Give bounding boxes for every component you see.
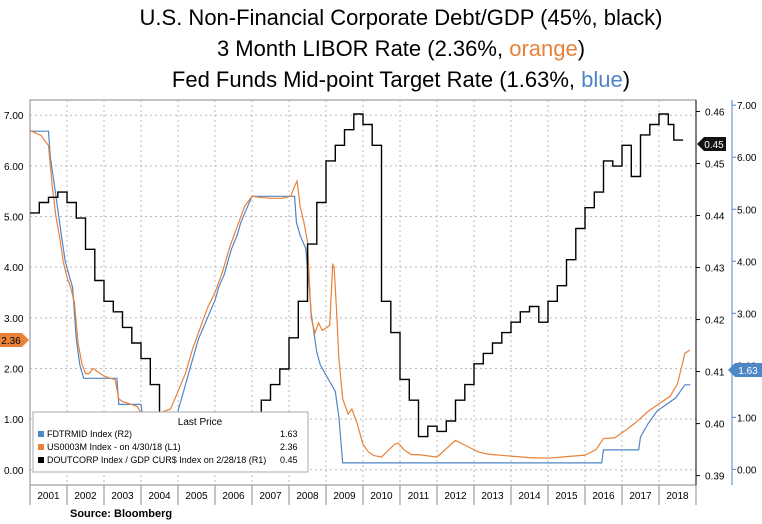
title-line-2-prefix: 3 Month LIBOR Rate (2.36%,	[216, 36, 510, 61]
right-axis-2: 0.001.002.003.004.005.006.007.00	[731, 100, 757, 485]
left-tick-label: 0.00	[4, 466, 24, 477]
legend-label-black: DOUTCORP Index / GDP CUR$ Index on 2/28/…	[47, 455, 266, 465]
x-tick-label: 2006	[222, 491, 245, 502]
left-tick-label: 7.00	[4, 111, 24, 122]
title-line-3-prefix: Fed Funds Mid-point Target Rate (1.63%,	[171, 67, 582, 92]
series-line-orange	[29, 129, 691, 459]
badge-left-orange: 2.36	[0, 333, 29, 347]
title-line-3: Fed Funds Mid-point Target Rate (1.63%, …	[0, 64, 762, 95]
right-1-tick-label: 0.42	[705, 316, 725, 327]
x-tick-label: 2012	[444, 491, 467, 502]
chart-title: U.S. Non-Financial Corporate Debt/GDP (4…	[0, 2, 762, 95]
left-tick-label: 5.00	[4, 213, 24, 224]
badge-right-black: 0.45	[697, 137, 726, 151]
source-note: Source: Bloomberg	[70, 508, 173, 520]
title-line-3-suffix: )	[622, 67, 631, 92]
title-line-2-suffix: )	[577, 36, 586, 61]
x-tick-label: 2017	[629, 491, 652, 502]
series-line-blue	[30, 130, 691, 464]
x-tick-label: 2001	[37, 491, 60, 502]
title-line-3-colored: blue	[581, 67, 623, 92]
legend-value-black: 0.45	[280, 455, 298, 465]
right-1-tick-label: 0.45	[705, 159, 725, 170]
right-1-tick-label: 0.43	[705, 264, 725, 275]
x-tick-label: 2018	[666, 491, 689, 502]
title-line-2-colored: orange	[509, 36, 578, 61]
left-tick-label: 1.00	[4, 415, 24, 426]
right-2-tick-label: 7.00	[737, 101, 757, 112]
badge-right-blue: 1.63	[728, 363, 762, 377]
right-1-tick-label: 0.40	[705, 420, 725, 431]
left-axis: 0.00 1.00 2.00 3.00 4.00 5.00 6.00 7.00	[4, 111, 24, 477]
legend-label-blue: FDTRMID Index (R2)	[47, 429, 132, 439]
x-tick-label: 2011	[408, 491, 430, 502]
left-tick-label: 3.00	[4, 314, 24, 325]
left-tick-label: 4.00	[4, 263, 24, 274]
x-tick-label: 2015	[555, 491, 578, 502]
badge-right-black-text: 0.45	[704, 140, 724, 151]
legend-swatch-black	[38, 457, 44, 463]
left-tick-label: 2.00	[4, 364, 24, 375]
x-tick-label: 2005	[185, 491, 208, 502]
right-2-tick-label: 1.00	[737, 413, 757, 424]
right-1-tick-label: 0.41	[705, 368, 725, 379]
right-1-tick-label: 0.44	[705, 212, 725, 223]
right-2-tick-label: 3.00	[737, 309, 757, 320]
left-tick-label: 6.00	[4, 162, 24, 173]
right-2-tick-label: 4.00	[737, 257, 757, 268]
legend-background	[32, 411, 309, 473]
x-tick-label: 2014	[518, 491, 541, 502]
right-axis-1: 0.39 0.40 0.41 0.42 0.43 0.44 0.45 0.46	[695, 100, 725, 485]
x-axis: 2001 2002 2003 2004 2005 2006 2007 2008 2009 2010…	[29, 485, 697, 505]
title-line-1: U.S. Non-Financial Corporate Debt/GDP (4…	[139, 5, 663, 30]
x-tick-label: 2004	[148, 491, 171, 502]
title-line-2: 3 Month LIBOR Rate (2.36%, orange)	[0, 33, 762, 64]
legend-value-blue: 1.63	[280, 429, 298, 439]
x-tick-label: 2002	[74, 491, 97, 502]
legend-value-orange: 2.36	[280, 442, 298, 452]
legend-swatch-orange	[38, 444, 44, 450]
x-tick-label: 2007	[259, 491, 282, 502]
right-2-tick-label: 5.00	[737, 205, 757, 216]
legend-header: Last Price	[178, 417, 223, 428]
right-2-tick-label: 0.00	[737, 465, 757, 476]
legend-swatch-blue	[38, 431, 44, 437]
series-line-black	[30, 113, 684, 464]
series-lines	[29, 113, 691, 464]
right-1-tick-label: 0.46	[705, 107, 725, 118]
x-tick-label: 2016	[592, 491, 615, 502]
x-tick-label: 2010	[370, 491, 393, 502]
x-tick-label: 2009	[333, 491, 356, 502]
right-1-tick-label: 0.39	[705, 472, 725, 483]
legend-box: Last Price FDTRMID Index (R2) 1.63 US000…	[32, 411, 309, 473]
right-2-tick-label: 6.00	[737, 153, 757, 164]
x-tick-label: 2013	[481, 491, 504, 502]
x-tick-label: 2008	[296, 491, 319, 502]
legend-label-orange: US0003M Index - on 4/30/18 (L1)	[47, 442, 181, 452]
x-tick-label: 2003	[111, 491, 134, 502]
badge-right-blue-text: 1.63	[738, 366, 758, 377]
badge-left-text: 2.36	[1, 336, 21, 347]
